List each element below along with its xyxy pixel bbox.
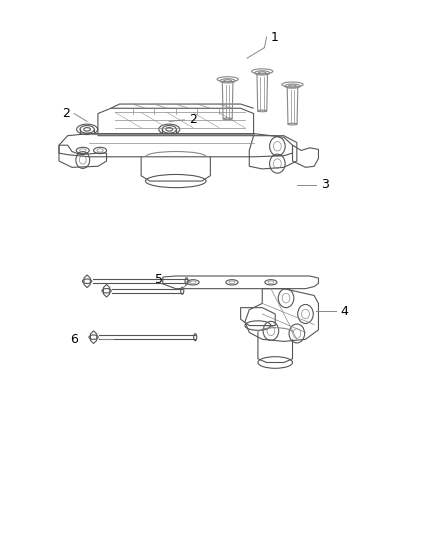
Text: 6: 6 [71,333,78,346]
Text: 4: 4 [340,305,348,318]
Text: 2: 2 [62,107,70,120]
Text: 5: 5 [155,273,163,286]
Text: 2: 2 [189,114,197,126]
Text: 3: 3 [321,178,328,191]
Text: 1: 1 [271,30,279,44]
